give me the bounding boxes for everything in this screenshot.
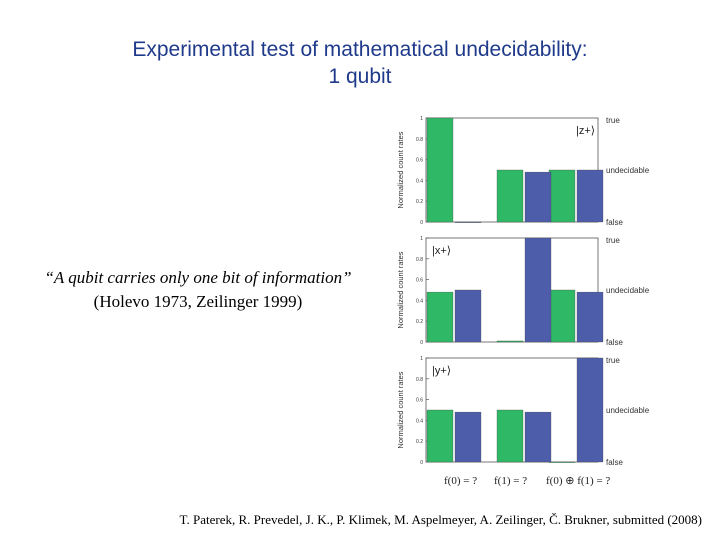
right-label-false: false [606, 338, 623, 347]
y-tick-label: 1 [420, 116, 423, 122]
x-category-label: f(0) = ? [444, 475, 477, 487]
y-tick-label: 0 [420, 460, 423, 466]
y-tick-label: 1 [420, 236, 423, 242]
y-tick-label: 1 [420, 356, 423, 362]
y-tick-label: 0.2 [416, 199, 423, 205]
bar-series1-1 [426, 291, 454, 343]
chart-panel-3: 0 0.2 0.4 0.6 0.8 1 Normalized count rates |y+⟩… [396, 356, 650, 467]
y-tick-label: 0.8 [416, 257, 423, 263]
state-label: |z+⟩ [576, 125, 595, 137]
bar-series2-1 [454, 289, 482, 343]
bar-series1-1 [426, 409, 454, 463]
bar-series1-3 [548, 169, 576, 223]
right-label-undecidable: undecidable [606, 166, 650, 175]
bar-series2-3 [576, 169, 604, 223]
y-tick-label: 0.4 [416, 178, 423, 184]
bar-series2-2 [524, 237, 552, 343]
y-tick-label: 0.6 [416, 398, 423, 404]
y-axis-label: Normalized count rates [396, 251, 405, 328]
state-label: |x+⟩ [432, 245, 451, 257]
x-category-label: f(1) = ? [494, 475, 527, 487]
qubit-measurement-charts: 0 0.2 0.4 0.6 0.8 1 Normalized count rates |z+⟩… [396, 116, 650, 487]
right-label-false: false [606, 458, 623, 467]
title-line-2: 1 qubit [328, 65, 392, 88]
bar-series2-2 [524, 411, 552, 463]
quote-text: “A qubit carries only one bit of informa… [44, 268, 352, 287]
bar-series1-2 [496, 169, 524, 223]
reference-citation: T. Paterek, R. Prevedel, J. K., P. Klime… [179, 512, 702, 527]
right-label-true: true [606, 356, 620, 365]
right-label-true: true [606, 116, 620, 125]
y-tick-label: 0 [420, 220, 423, 226]
bar-series1-2 [496, 409, 524, 463]
chart-panel-1: 0 0.2 0.4 0.6 0.8 1 Normalized count rates |z+⟩… [396, 116, 650, 227]
y-tick-label: 0 [420, 340, 423, 346]
right-label-undecidable: undecidable [606, 286, 650, 295]
y-axis-label: Normalized count rates [396, 131, 405, 208]
bar-series1-1 [426, 117, 454, 223]
y-tick-label: 0.8 [416, 137, 423, 143]
right-label-true: true [606, 236, 620, 245]
x-category-labels: f(0) = ? f(1) = ? f(0) ⊕ f(1) = ? [444, 475, 610, 487]
y-tick-label: 0.4 [416, 418, 423, 424]
bar-series1-3 [548, 461, 576, 463]
bar-series2-1 [454, 221, 482, 223]
y-axis-label: Normalized count rates [396, 371, 405, 448]
right-label-undecidable: undecidable [606, 406, 650, 415]
chart-panel-2: 0 0.2 0.4 0.6 0.8 1 Normalized count rates |x+⟩… [396, 236, 650, 347]
bar-series1-3 [548, 289, 576, 343]
y-tick-label: 0.6 [416, 158, 423, 164]
title-line-1: Experimental test of mathematical undeci… [132, 38, 588, 61]
y-tick-label: 0.6 [416, 278, 423, 284]
y-tick-label: 0.4 [416, 298, 423, 304]
right-label-false: false [606, 218, 623, 227]
y-tick-label: 0.2 [416, 439, 423, 445]
y-tick-label: 0.8 [416, 377, 423, 383]
bar-series2-2 [524, 171, 552, 223]
bar-series1-2 [496, 340, 524, 343]
bar-series2-1 [454, 411, 482, 463]
x-category-label: f(0) ⊕ f(1) = ? [546, 475, 610, 487]
y-tick-label: 0.2 [416, 319, 423, 325]
slide-title: Experimental test of mathematical undeci… [0, 36, 720, 90]
bar-series2-3 [576, 357, 604, 463]
quote-citation: (Holevo 1973, Zeilinger 1999) [93, 292, 303, 311]
state-label: |y+⟩ [432, 365, 451, 377]
holevo-quote: “A qubit carries only one bit of informa… [18, 266, 378, 314]
bar-series2-3 [576, 291, 604, 343]
